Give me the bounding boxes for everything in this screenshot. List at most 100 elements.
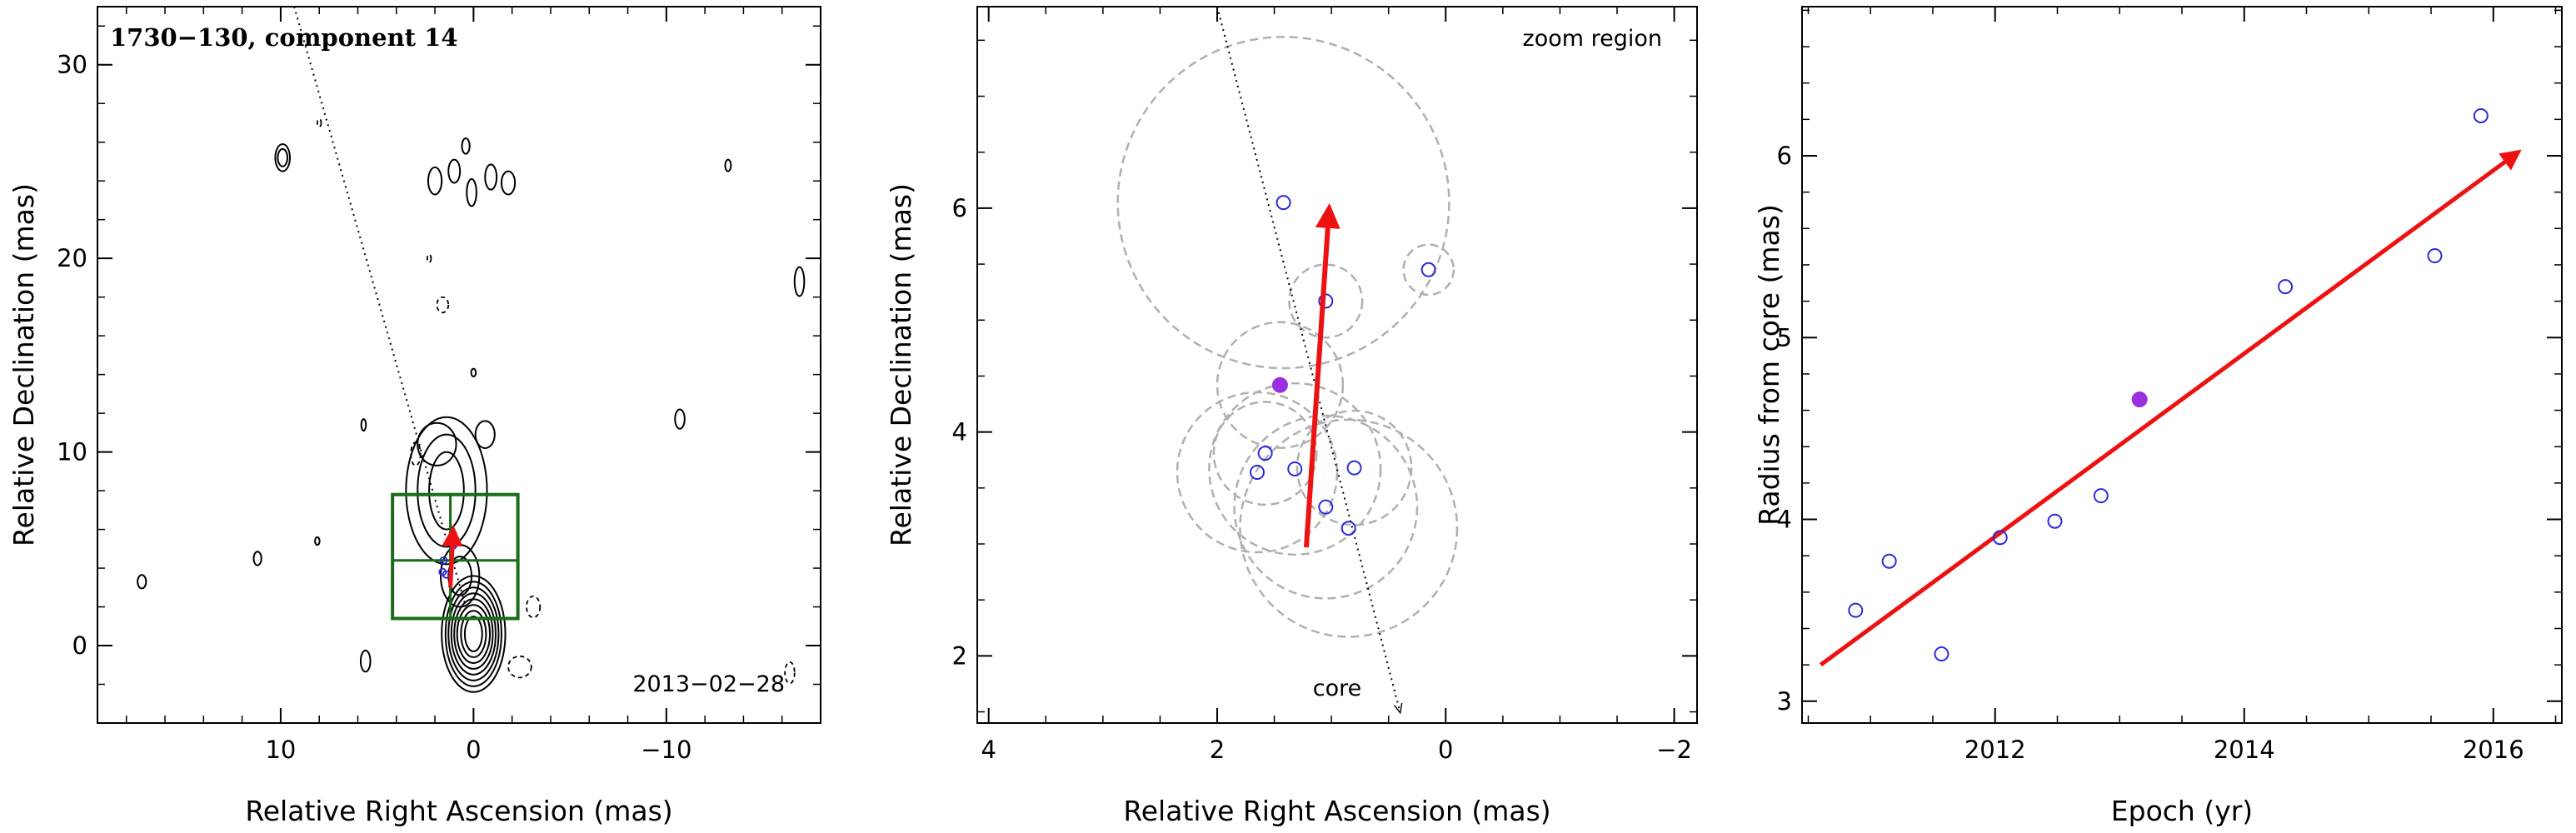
component-point: [439, 556, 448, 565]
panel-radius-epoch: 2012 2014 2016 3 4 5 6 Epoch (yr) Radius from …: [1753, 6, 2563, 827]
error-circle: [1239, 418, 1459, 638]
y-tick-label: 3: [1777, 687, 1792, 716]
error-circle: [1208, 382, 1382, 556]
contour: [447, 158, 462, 184]
y-tick-label: 6: [952, 194, 967, 222]
error-circle: [1402, 243, 1455, 297]
contour: [674, 408, 686, 430]
negative-contour: [316, 117, 322, 128]
open-point: [1346, 460, 1362, 476]
x-tick-label: 2012: [1964, 736, 2026, 764]
plot-frame: [97, 6, 821, 724]
ticks: 2012 2014 2016 3 4 5 6: [1777, 7, 2562, 764]
ticks: 4 2 0 −2 2 4 6: [952, 7, 1697, 764]
contour: [724, 158, 732, 172]
trajectory-line: [293, 7, 467, 607]
open-point: [1420, 262, 1436, 277]
negative-contour: [410, 441, 422, 466]
negative-contour: [426, 253, 432, 263]
contours: [137, 137, 806, 693]
open-point: [1276, 195, 1291, 211]
contour: [461, 137, 471, 155]
contour: [470, 367, 477, 377]
error-circle: [1295, 409, 1413, 526]
contour: [466, 177, 477, 207]
open-point: [2278, 279, 2294, 295]
panel-contour-map: 10 0 −10 0 10 20 30 1730−130, component 14 201…: [7, 6, 821, 827]
x-tick-label: 0: [466, 736, 481, 764]
trajectory-line: [1216, 6, 1400, 712]
x-tick-label: 10: [265, 736, 296, 764]
contour: [137, 574, 147, 590]
open-point: [1287, 461, 1303, 476]
negative-contour: [526, 595, 542, 619]
y-axis-title: Relative Declination (mas): [7, 183, 40, 546]
contour: [417, 433, 477, 548]
y-axis-title: Relative Declination (mas): [885, 183, 917, 546]
points: [1250, 195, 1436, 536]
plot-frame: [976, 6, 1698, 724]
filled-point: [2131, 391, 2148, 407]
y-tick-label: 0: [72, 631, 87, 660]
points: [1848, 107, 2489, 662]
y-tick-label: 20: [57, 244, 87, 272]
contour: [405, 416, 488, 566]
component-point: [438, 567, 447, 576]
zoom-region-label: zoom region: [1523, 26, 1662, 52]
open-point: [1318, 499, 1334, 515]
open-point: [2427, 248, 2443, 264]
open-point: [2047, 513, 2063, 529]
contour: [474, 420, 496, 449]
open-point: [1881, 553, 1897, 569]
contour: [252, 551, 262, 566]
motion-arrow: [442, 525, 463, 588]
y-tick-label: 5: [1777, 323, 1792, 352]
negative-contour: [436, 296, 450, 314]
x-tick-label: 4: [981, 736, 996, 764]
x-tick-label: 2014: [2214, 736, 2275, 764]
ticks: 10 0 −10 0 10 20 30: [57, 7, 821, 764]
contour: [314, 536, 321, 546]
open-point: [1340, 521, 1356, 536]
y-tick-label: 6: [1777, 142, 1792, 170]
contour: [447, 556, 473, 596]
open-point: [2473, 107, 2489, 123]
contour: [360, 418, 367, 432]
open-point: [1992, 530, 2008, 546]
x-tick-label: 2016: [2463, 736, 2524, 764]
contour: [453, 598, 494, 670]
panel-title: 1730−130, component 14: [110, 23, 458, 52]
error-circle: [1216, 321, 1345, 449]
y-tick-label: 4: [1777, 506, 1792, 534]
plot-frame: [1801, 6, 2563, 724]
open-point: [1934, 646, 1949, 662]
contour: [463, 616, 483, 652]
contour: [793, 266, 806, 297]
dashed-contours: [316, 117, 796, 685]
contour: [500, 170, 517, 196]
x-tick-label: 2: [1210, 736, 1225, 764]
contour: [460, 610, 487, 658]
x-tick-label: 0: [1438, 736, 1453, 764]
y-tick-label: 10: [57, 438, 87, 466]
fit-arrow: [1819, 149, 2522, 667]
contour: [441, 575, 507, 693]
x-axis-title: Relative Right Ascension (mas): [1123, 795, 1550, 827]
zoom-box-rect: [391, 492, 520, 621]
y-axis-title: Radius from core (mas): [1753, 204, 1785, 526]
error-circle: [1212, 401, 1318, 506]
contour: [277, 147, 288, 167]
x-axis-title: Relative Right Ascension (mas): [245, 795, 672, 827]
x-tick-label: −2: [1656, 736, 1692, 764]
negative-contour: [507, 655, 532, 679]
contour: [427, 166, 443, 196]
error-circle: [1116, 36, 1450, 370]
contour: [274, 143, 292, 172]
open-point: [1848, 602, 1864, 618]
contour: [447, 586, 500, 681]
y-tick-label: 2: [952, 641, 967, 670]
error-circle: [1288, 263, 1364, 339]
filled-point: [1271, 377, 1288, 393]
motion-arrow: [1303, 202, 1340, 548]
